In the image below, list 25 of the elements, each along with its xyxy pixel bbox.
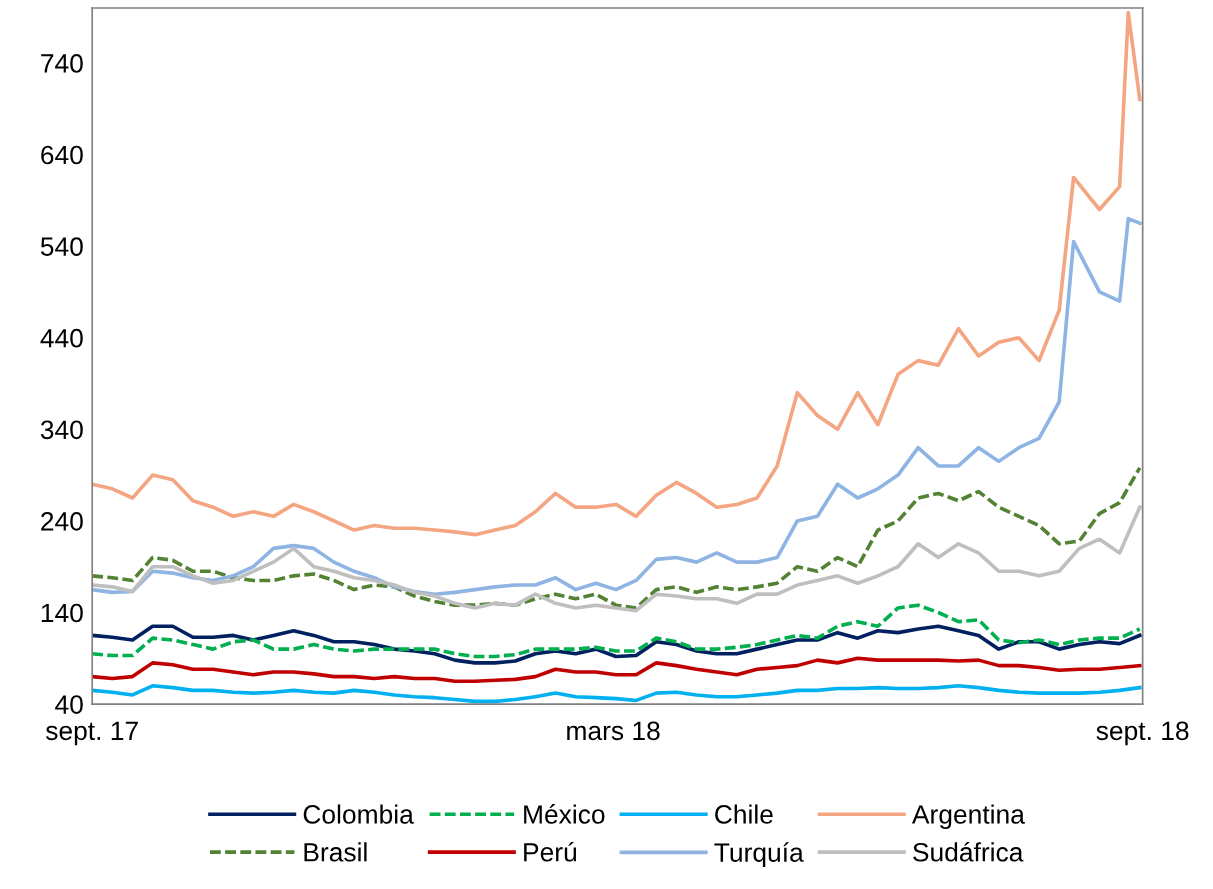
line-series — [92, 603, 1142, 659]
legend-label: Chile — [715, 804, 773, 824]
y-tick-label: 40 — [55, 695, 83, 714]
y-tick-label: 740 — [41, 54, 83, 73]
legend-label: Perú — [524, 841, 577, 862]
x-tick-label: sept. 18 — [1096, 721, 1189, 746]
legend-label: Brasil — [304, 842, 367, 862]
line-series — [92, 656, 1142, 683]
y-tick-label: 140 — [41, 603, 83, 623]
line-series — [92, 216, 1142, 596]
legend-label: Argentina — [911, 804, 1025, 830]
y-tick-label: 540 — [40, 237, 83, 256]
line-series — [92, 465, 1142, 610]
x-tick-label: mars 18 — [567, 721, 660, 741]
y-tick-label: 640 — [41, 145, 83, 165]
y-tick-label: 440 — [40, 328, 83, 348]
line-series — [92, 624, 1142, 665]
legend-label: Colombia — [303, 804, 414, 824]
legend-label: Sudáfrica — [913, 841, 1024, 862]
legend-label: Turquía — [714, 842, 804, 868]
y-tick-label: 240 — [41, 512, 83, 531]
legend-label: México — [524, 804, 605, 824]
y-tick-label: 340 — [40, 420, 83, 440]
line-series — [92, 505, 1142, 613]
x-tick-label: sept. 17 — [45, 721, 138, 746]
